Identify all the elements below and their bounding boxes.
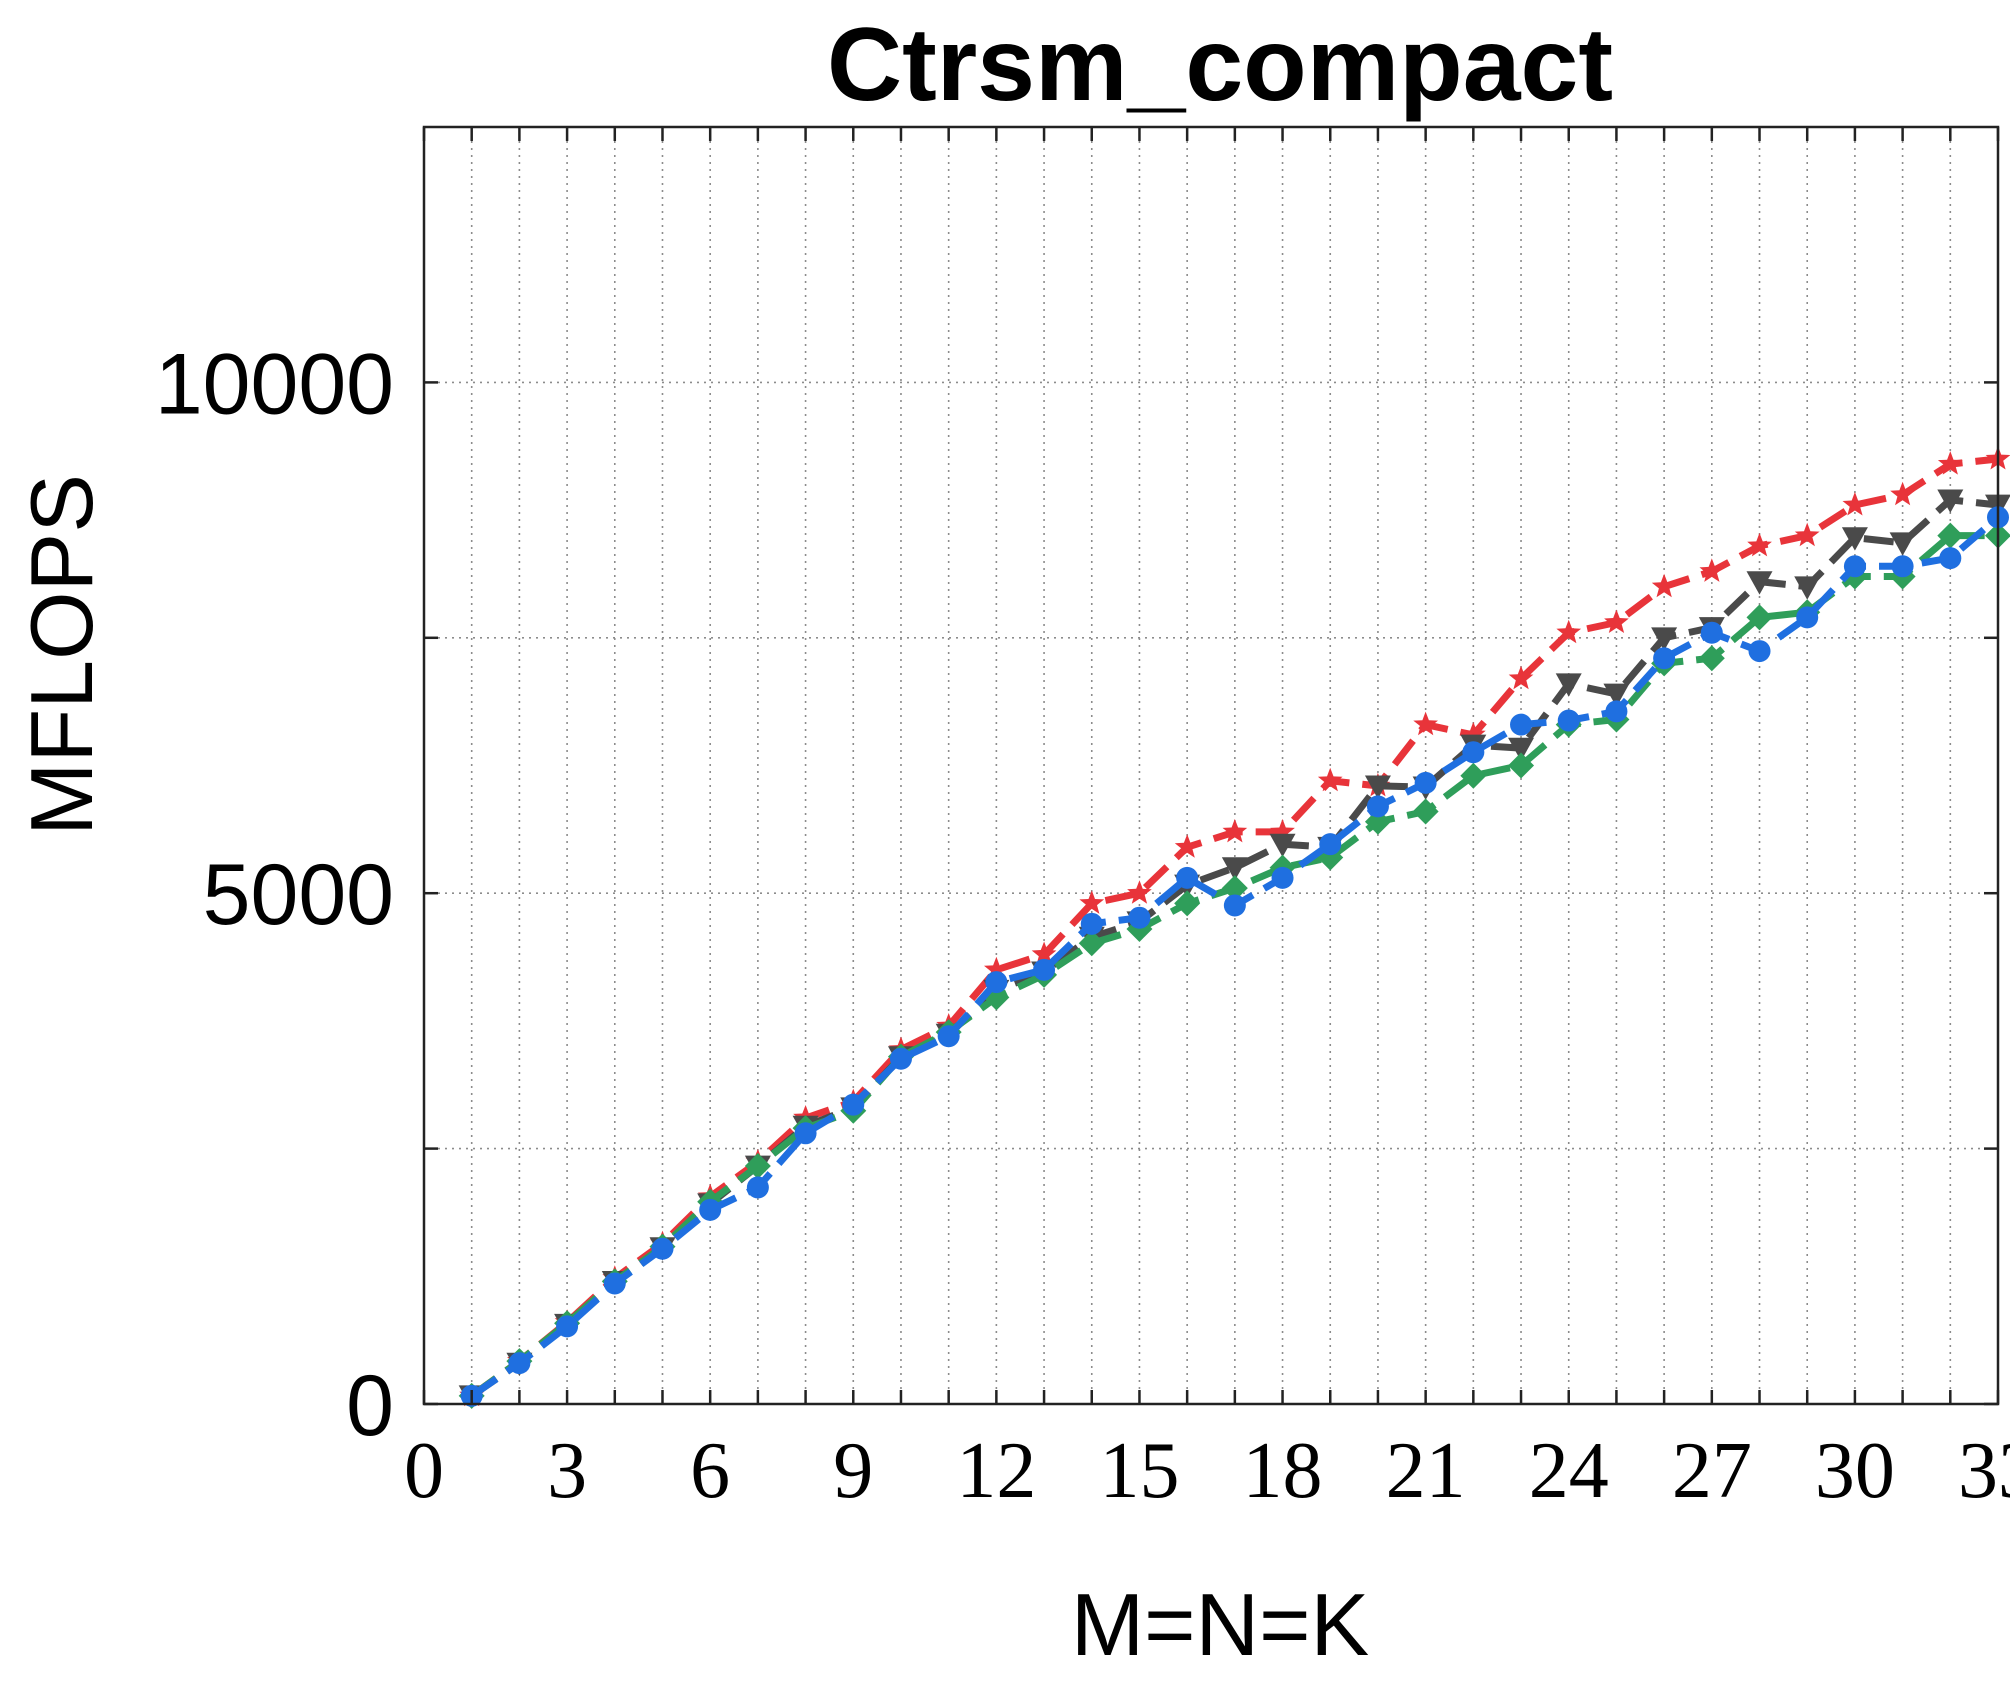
data-point-circle — [1271, 866, 1294, 889]
x-tick-label: 0 — [404, 1427, 444, 1515]
x-tick-label: 12 — [956, 1427, 1036, 1515]
data-point-star — [1174, 834, 1200, 858]
data-point-circle — [1891, 555, 1914, 578]
y-axis-label: MFLOPS — [12, 474, 111, 836]
data-point-triangle — [1364, 775, 1391, 799]
data-point-star — [1747, 532, 1772, 557]
grid — [424, 127, 1998, 1404]
data-point-circle — [1223, 894, 1246, 917]
x-axis-label: M=N=K — [1071, 1575, 1369, 1674]
data-point-diamond — [1937, 522, 1964, 549]
x-tick-label: 9 — [833, 1427, 873, 1515]
data-point-star — [1461, 721, 1486, 746]
data-point-circle — [1176, 866, 1199, 889]
data-point-star — [1413, 711, 1438, 736]
data-point-circle — [1557, 709, 1580, 732]
data-point-star — [1842, 492, 1868, 516]
data-point-circle — [1033, 958, 1056, 981]
data-point-star — [1890, 481, 1915, 506]
data-point-circle — [556, 1315, 579, 1338]
data-point-triangle — [1794, 576, 1821, 600]
y-tick-label: 5000 — [203, 847, 394, 943]
x-tick-label: 15 — [1099, 1427, 1179, 1515]
data-point-triangle — [1603, 683, 1630, 707]
x-tick-label: 6 — [690, 1427, 730, 1515]
data-point-star — [1699, 558, 1725, 582]
data-point-diamond — [1174, 890, 1201, 917]
series-2 — [458, 489, 2010, 1409]
data-point-circle — [1319, 833, 1342, 856]
data-point-diamond — [744, 1152, 771, 1179]
data-point-triangle — [1937, 489, 1964, 513]
data-point-circle — [1462, 741, 1485, 764]
data-point-circle — [1128, 906, 1151, 929]
data-point-circle — [1366, 795, 1389, 818]
data-point-star — [1556, 619, 1582, 644]
data-point-star — [1651, 573, 1677, 598]
data-point-star — [1794, 522, 1820, 547]
y-tick-label: 0 — [346, 1358, 394, 1454]
x-tick-label: 18 — [1243, 1427, 1323, 1515]
x-tick-label: 33 — [1958, 1427, 2010, 1515]
data-point-diamond — [1746, 604, 1773, 631]
data-point-circle — [985, 971, 1008, 994]
data-point-circle — [1796, 606, 1819, 629]
data-point-triangle — [1889, 532, 1916, 556]
axis-ticks — [422, 127, 2000, 1406]
data-point-diamond — [1221, 875, 1248, 902]
data-point-star — [1270, 818, 1295, 843]
data-point-triangle — [1651, 627, 1678, 651]
data-point-star — [1317, 767, 1343, 792]
data-point-star — [1222, 818, 1248, 843]
data-point-diamond — [1412, 798, 1439, 825]
data-point-triangle — [1508, 737, 1535, 762]
data-point-star — [1031, 941, 1057, 965]
data-point-star — [1127, 880, 1152, 904]
data-point-star — [984, 956, 1009, 981]
x-tick-label: 24 — [1529, 1427, 1609, 1515]
data-point-circle — [603, 1272, 626, 1295]
data-point-triangle — [1841, 527, 1868, 551]
data-point-circle — [1605, 700, 1628, 723]
data-point-triangle — [1269, 833, 1296, 858]
data-point-circle — [1414, 771, 1437, 794]
data-point-star — [1604, 609, 1629, 633]
series-4 — [460, 506, 2009, 1407]
data-point-circle — [1653, 647, 1676, 670]
data-point-diamond — [1698, 645, 1725, 672]
chart-title: Ctrsm_compact — [827, 7, 1613, 123]
data-point-star — [1508, 665, 1534, 690]
data-point-diamond — [1078, 930, 1105, 957]
data-point-circle — [1080, 912, 1103, 935]
x-tick-label: 3 — [547, 1427, 587, 1515]
series-line — [469, 532, 1998, 1399]
data-point-circle — [746, 1176, 769, 1199]
data-point-circle — [651, 1237, 674, 1260]
x-tick-label: 21 — [1386, 1427, 1466, 1515]
data-point-star — [1079, 890, 1105, 914]
data-point-circle — [889, 1047, 912, 1070]
x-tick-label: 27 — [1672, 1427, 1752, 1515]
data-point-circle — [937, 1025, 960, 1048]
data-point-triangle — [1555, 673, 1582, 697]
data-point-triangle — [1221, 857, 1248, 881]
data-point-circle — [1510, 713, 1533, 736]
data-point-circle — [699, 1198, 722, 1221]
data-point-diamond — [1460, 762, 1487, 789]
data-point-circle — [1700, 621, 1723, 644]
data-point-triangle — [1746, 571, 1773, 595]
data-point-star — [1937, 451, 1963, 475]
y-tick-label: 10000 — [155, 336, 394, 432]
x-tick-label: 30 — [1815, 1427, 1895, 1515]
data-point-circle — [508, 1352, 531, 1375]
data-point-diamond — [1508, 752, 1535, 779]
data-point-circle — [842, 1093, 865, 1116]
data-point-circle — [794, 1122, 817, 1145]
data-point-circle — [1939, 547, 1962, 570]
data-point-circle — [1748, 640, 1771, 663]
plot-frame — [422, 125, 2000, 1406]
data-point-circle — [1843, 555, 1866, 578]
